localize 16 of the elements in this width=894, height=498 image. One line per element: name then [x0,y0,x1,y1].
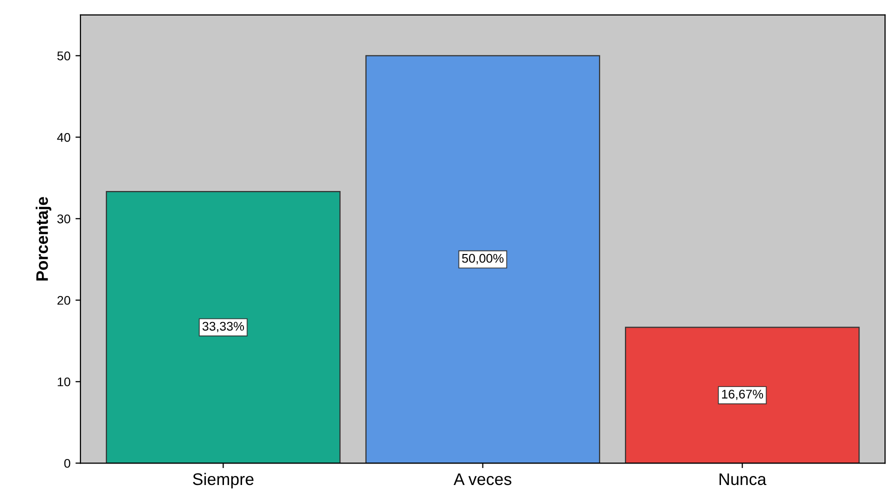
y-tick-label: 50 [57,51,70,60]
y-tick-label: 30 [57,214,70,224]
data-label: 16,67% [722,390,764,400]
y-tick-label: 10 [58,377,70,386]
bar [106,190,341,464]
x-tick-label: Siempre [192,472,254,488]
y-tick-label: 20 [57,296,70,305]
y-tick-label: 0 [64,458,70,468]
y-axis-title: Porcentaje [36,196,52,281]
x-tick-label: Nunca [720,473,766,486]
data-label: 50,00% [462,254,504,264]
bar [624,326,860,464]
y-tick-label: 40 [57,132,70,142]
bar [365,55,600,464]
data-label: 33,33% [202,322,244,332]
x-tick-label: A veces [454,473,512,486]
